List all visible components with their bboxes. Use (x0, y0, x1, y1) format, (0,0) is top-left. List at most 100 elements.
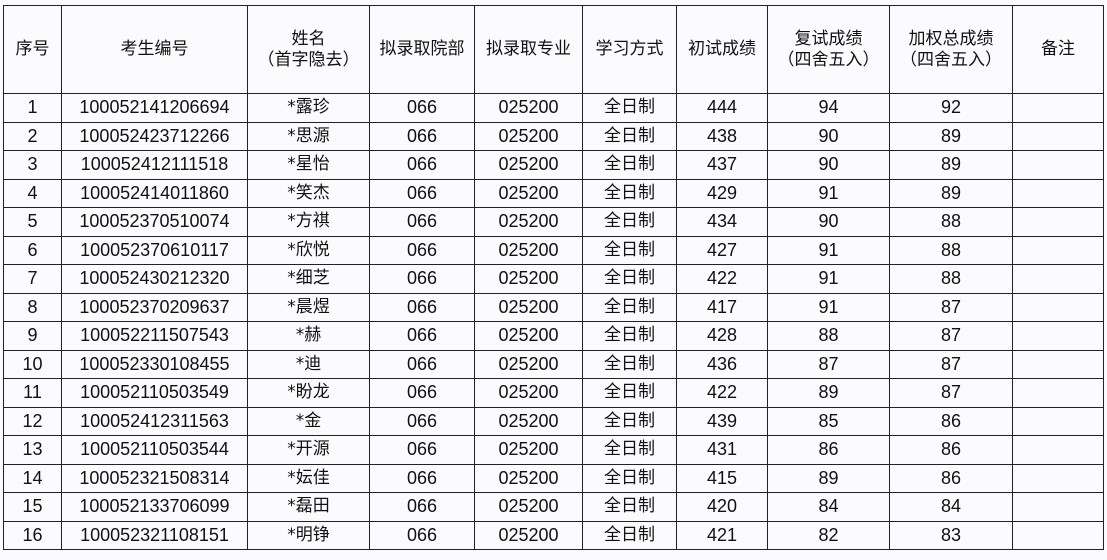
cell-seq: 12 (3, 406, 62, 436)
table-row: 3 100052412111518 *星怡 066 025200 全日制 437 90 89 (3, 150, 1104, 180)
cell-exam-id: 100052423712266 (61, 121, 248, 151)
cell-study-mode: 全日制 (582, 121, 677, 151)
cell-major: 025200 (474, 93, 583, 123)
cell-major: 025200 (474, 121, 583, 151)
cell-retest-score: 90 (767, 207, 890, 237)
cell-seq: 1 (3, 93, 62, 123)
cell-retest-score: 91 (767, 292, 890, 322)
cell-remarks (1012, 435, 1104, 465)
cell-major: 025200 (474, 406, 583, 436)
cell-retest-score: 89 (767, 463, 890, 493)
cell-name: *细芝 (247, 264, 370, 294)
cell-exam-id: 100052211507543 (61, 321, 248, 351)
cell-seq: 11 (3, 378, 62, 408)
cell-prelim-score: 428 (676, 321, 768, 351)
cell-major: 025200 (474, 492, 583, 522)
cell-prelim-score: 421 (676, 520, 768, 550)
cell-major: 025200 (474, 150, 583, 180)
header-prelim-score: 初试成绩 (676, 5, 768, 94)
cell-department: 066 (369, 492, 475, 522)
cell-retest-score: 90 (767, 150, 890, 180)
cell-prelim-score: 434 (676, 207, 768, 237)
cell-retest-score: 90 (767, 121, 890, 151)
cell-prelim-score: 431 (676, 435, 768, 465)
cell-study-mode: 全日制 (582, 321, 677, 351)
cell-study-mode: 全日制 (582, 492, 677, 522)
cell-retest-score: 82 (767, 520, 890, 550)
cell-exam-id: 100052430212320 (61, 264, 248, 294)
table-row: 6 100052370610117 *欣悦 066 025200 全日制 427 91 88 (3, 235, 1104, 265)
cell-name: *欣悦 (247, 235, 370, 265)
cell-weighted-score: 87 (889, 349, 1013, 379)
cell-exam-id: 100052330108455 (61, 349, 248, 379)
header-seq: 序号 (3, 5, 62, 94)
cell-department: 066 (369, 93, 475, 123)
cell-weighted-score: 86 (889, 435, 1013, 465)
cell-weighted-score: 92 (889, 93, 1013, 123)
cell-exam-id: 100052110503549 (61, 378, 248, 408)
cell-prelim-score: 420 (676, 492, 768, 522)
cell-department: 066 (369, 520, 475, 550)
cell-study-mode: 全日制 (582, 264, 677, 294)
cell-major: 025200 (474, 264, 583, 294)
cell-remarks (1012, 264, 1104, 294)
cell-weighted-score: 86 (889, 406, 1013, 436)
cell-prelim-score: 429 (676, 178, 768, 208)
table-row: 7 100052430212320 *细芝 066 025200 全日制 422 91 88 (3, 264, 1104, 294)
cell-remarks (1012, 321, 1104, 351)
cell-seq: 8 (3, 292, 62, 322)
cell-seq: 10 (3, 349, 62, 379)
cell-retest-score: 87 (767, 349, 890, 379)
cell-exam-id: 100052321508314 (61, 463, 248, 493)
cell-remarks (1012, 378, 1104, 408)
cell-department: 066 (369, 121, 475, 151)
table-row: 5 100052370510074 *方祺 066 025200 全日制 434 90 88 (3, 207, 1104, 237)
cell-exam-id: 100052370610117 (61, 235, 248, 265)
cell-retest-score: 94 (767, 93, 890, 123)
table-row: 10 100052330108455 *迪 066 025200 全日制 436 87 87 (3, 349, 1104, 379)
table-row: 4 100052414011860 *笑杰 066 025200 全日制 429 91 89 (3, 178, 1104, 208)
cell-department: 066 (369, 207, 475, 237)
cell-name: *金 (247, 406, 370, 436)
cell-name: *明铮 (247, 520, 370, 550)
cell-prelim-score: 415 (676, 463, 768, 493)
cell-department: 066 (369, 406, 475, 436)
table-row: 2 100052423712266 *思源 066 025200 全日制 438 90 89 (3, 121, 1104, 151)
cell-prelim-score: 437 (676, 150, 768, 180)
cell-exam-id: 100052141206694 (61, 93, 248, 123)
cell-retest-score: 89 (767, 378, 890, 408)
table-row: 14 100052321508314 *妘佳 066 025200 全日制 415 89 86 (3, 463, 1104, 493)
cell-exam-id: 100052110503544 (61, 435, 248, 465)
cell-name: *迪 (247, 349, 370, 379)
cell-weighted-score: 83 (889, 520, 1013, 550)
cell-major: 025200 (474, 235, 583, 265)
cell-prelim-score: 438 (676, 121, 768, 151)
cell-name: *磊田 (247, 492, 370, 522)
cell-study-mode: 全日制 (582, 435, 677, 465)
cell-weighted-score: 88 (889, 235, 1013, 265)
cell-department: 066 (369, 150, 475, 180)
cell-seq: 16 (3, 520, 62, 550)
cell-weighted-score: 89 (889, 121, 1013, 151)
cell-seq: 9 (3, 321, 62, 351)
cell-department: 066 (369, 463, 475, 493)
cell-seq: 5 (3, 207, 62, 237)
header-major: 拟录取专业 (474, 5, 583, 94)
cell-retest-score: 84 (767, 492, 890, 522)
cell-retest-score: 86 (767, 435, 890, 465)
cell-department: 066 (369, 378, 475, 408)
cell-remarks (1012, 492, 1104, 522)
cell-study-mode: 全日制 (582, 463, 677, 493)
cell-prelim-score: 422 (676, 378, 768, 408)
cell-name: *思源 (247, 121, 370, 151)
cell-exam-id: 100052414011860 (61, 178, 248, 208)
cell-major: 025200 (474, 207, 583, 237)
cell-remarks (1012, 520, 1104, 550)
cell-name: *盼龙 (247, 378, 370, 408)
cell-name: *方祺 (247, 207, 370, 237)
header-study-mode: 学习方式 (582, 5, 677, 94)
table-row: 9 100052211507543 *赫 066 025200 全日制 428 88 87 (3, 321, 1104, 351)
cell-exam-id: 100052370510074 (61, 207, 248, 237)
cell-remarks (1012, 406, 1104, 436)
cell-name: *露珍 (247, 93, 370, 123)
